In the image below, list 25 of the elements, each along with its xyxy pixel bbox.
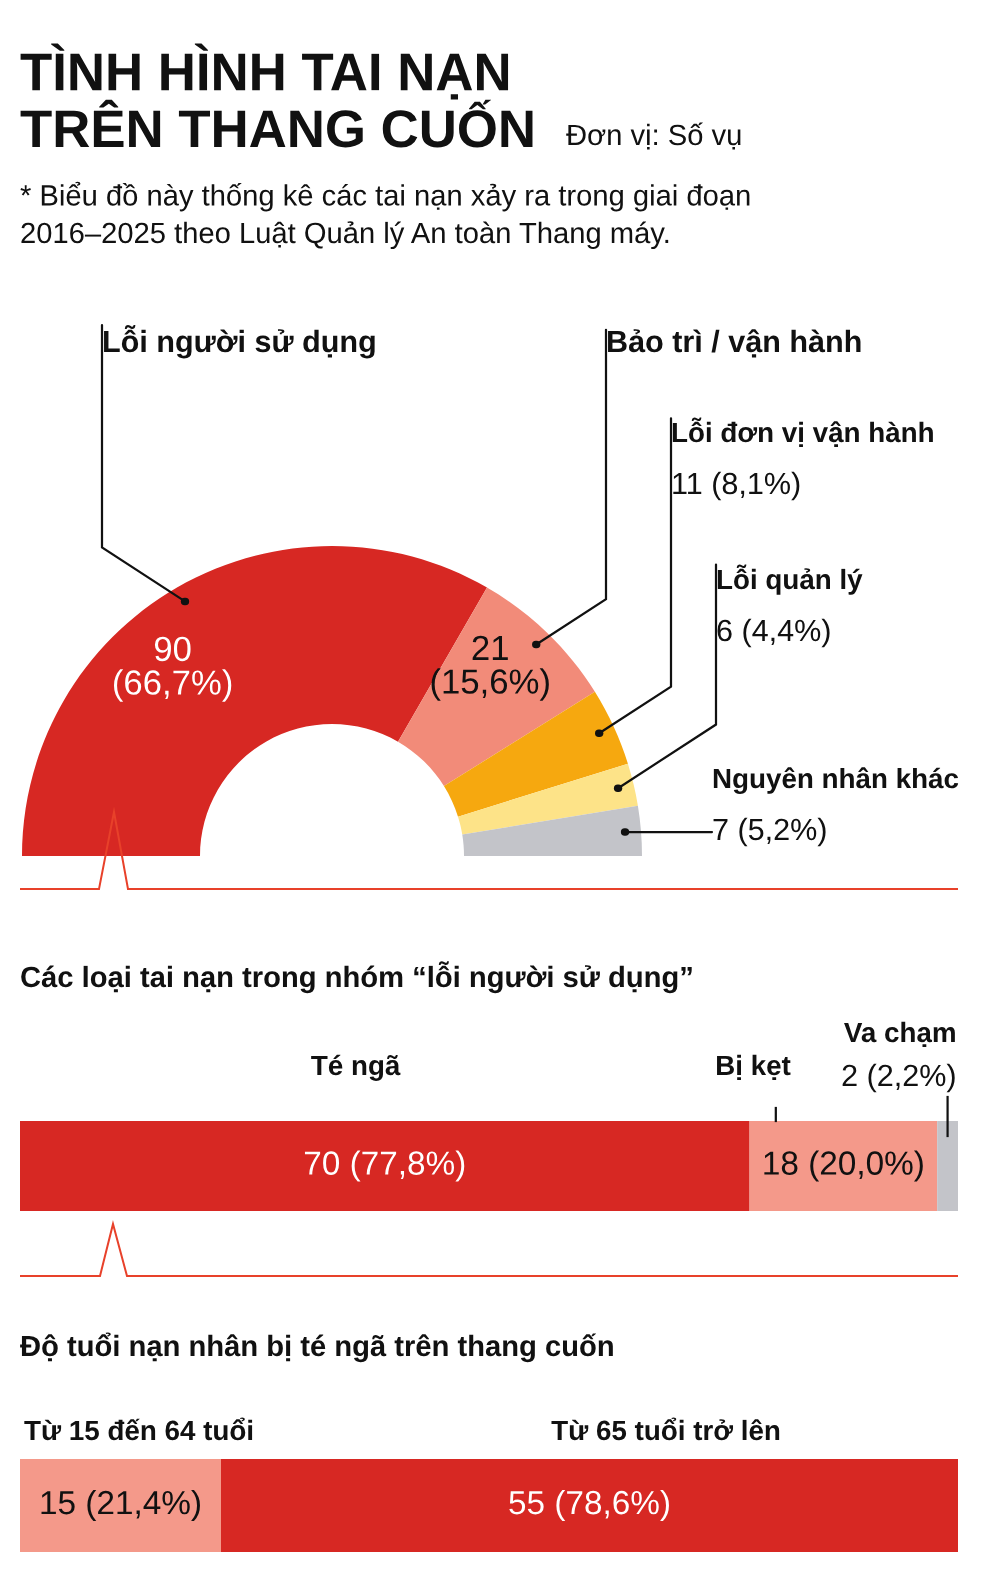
slice-label: Bảo trì / vận hành	[608, 329, 861, 358]
chart-subtitle: Đơn vị: Số vụ	[566, 122, 741, 150]
series-label: Bị kẹt	[717, 1054, 791, 1080]
data-label: 55 (78,6%)	[509, 1489, 669, 1522]
data-label: 2 (2,2%)	[842, 1063, 955, 1093]
data-label: 18 (20,0%)	[764, 1150, 923, 1182]
slice-label: Nguyên nhân khác	[713, 767, 959, 794]
data-label: 15 (21,4%)	[41, 1489, 200, 1522]
chart-title: TÌNH HÌNH TAI NẠN TRÊN THANG CUỐN	[20, 43, 533, 148]
data-label: 6 (4,4%)	[717, 618, 830, 648]
text: * Biểu đồ này thống kê các tai nạn xảy ra trong giai đoạn 2016–2025 theo Luật Quản lý An toàn Thang máy.	[20, 181, 750, 250]
data-label: 70 (77,8%)	[304, 1150, 465, 1182]
series-label: Té ngã	[311, 1054, 401, 1081]
slice-label: Lỗi quản lý	[717, 564, 863, 595]
text: Va chạm	[844, 1021, 955, 1047]
series-label: Từ 65 tuổi trở lên	[551, 1417, 780, 1441]
slice-label: Lỗi người sử dụng	[104, 325, 375, 359]
data-label: 21 (15,6%)	[431, 635, 549, 701]
data-label: 90 (66,7%)	[113, 636, 232, 702]
chart-title: Các loại tai nạn trong nhóm “lỗi người sử dụng”	[21, 961, 692, 994]
slice-label: Lỗi đơn vị vận hành	[672, 417, 933, 447]
series-label: Từ 15 đến 64 tuổi	[24, 1417, 253, 1441]
data-label: 7 (5,2%)	[713, 817, 826, 847]
data-label: 11 (8,1%)	[673, 471, 800, 501]
chart-title: Độ tuổi nạn nhân bị té ngã trên thang cuốn	[20, 1332, 613, 1363]
